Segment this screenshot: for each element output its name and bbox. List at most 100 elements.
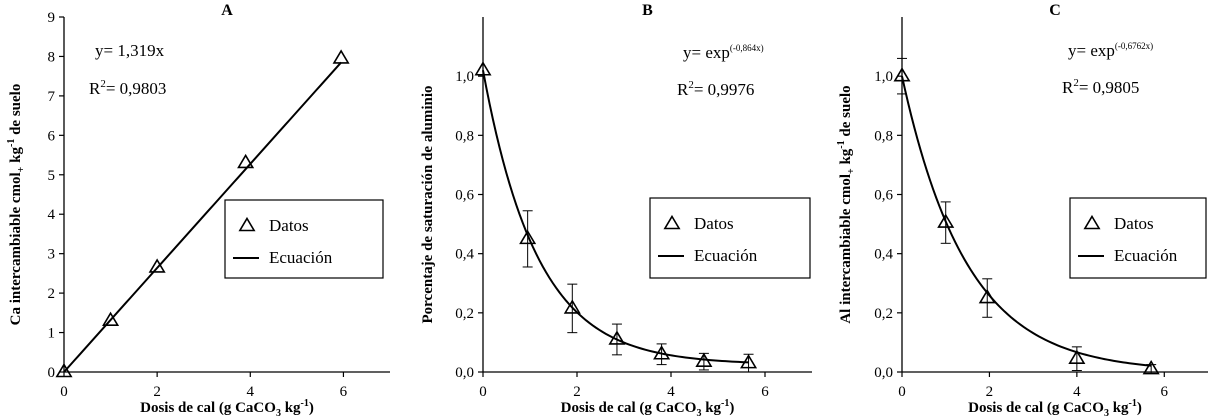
y-axis-label-part: Porcentaje de saturación de aluminio: [420, 85, 436, 323]
panel-label: B: [642, 2, 653, 19]
y-tick-label: 3: [48, 247, 56, 263]
legend-label: Ecuación: [694, 246, 758, 265]
y-axis-label-part: kg: [8, 147, 24, 167]
legend: Datos Ecuación: [649, 197, 811, 279]
y-tick-label: 4: [48, 207, 56, 223]
r-squared: R2= 0,9805: [1062, 77, 1139, 97]
legend-marker: [663, 214, 681, 230]
equation: y= exp(-0,6762x): [1068, 41, 1153, 60]
equation-part: (-0,864x): [730, 43, 764, 53]
x-axis-label-part: -1: [721, 398, 729, 409]
y-axis-label-part: +: [846, 168, 857, 174]
r-squared-part: R: [677, 80, 689, 99]
data-point: [148, 258, 166, 273]
legend-box: [1069, 197, 1207, 279]
y-tick-label: 0,4: [455, 247, 474, 263]
x-axis-label-part: ): [1137, 400, 1142, 416]
y-tick-label: 0,6: [874, 188, 893, 204]
y-tick-label: 6: [48, 128, 56, 144]
y-tick-label: 0,2: [874, 306, 893, 322]
x-axis-label-part: 3: [276, 408, 281, 419]
data-point: [740, 354, 758, 369]
y-axis-label: Al intercambiable cmol+ kg-1 de suelo: [836, 85, 857, 323]
r-squared-part: = 0,9805: [1079, 78, 1140, 97]
r-squared: R2= 0,9976: [677, 79, 754, 99]
equation: y= exp(-0,864x): [683, 43, 764, 62]
legend-marker: [1083, 214, 1101, 230]
y-axis-label-part: +: [16, 166, 27, 172]
x-tick-label: 0: [479, 384, 487, 400]
x-tick-label: 2: [153, 384, 161, 400]
r-squared-part: R: [89, 79, 101, 98]
y-tick-label: 1,0: [455, 69, 474, 85]
legend-marker: [238, 216, 256, 232]
equation: y= 1,319x: [95, 41, 165, 60]
y-tick-label: 0,8: [874, 128, 893, 144]
x-axis-label-part: ): [729, 400, 734, 416]
data-point: [519, 229, 537, 245]
x-tick-label: 4: [667, 384, 675, 400]
panel-b: B 0 2 4 6 0,0 0,2 0,4 0,6 0,8 1,0 Dosis de cal (g C…: [420, 2, 812, 419]
x-tick-label: 6: [1161, 384, 1169, 400]
x-tick-label: 6: [761, 384, 769, 400]
x-tick-label: 6: [340, 384, 348, 400]
x-tick-label: 0: [60, 384, 68, 400]
y-tick-label: 5: [48, 168, 56, 184]
x-axis-label: Dosis de cal (g CaCO3 kg-1): [140, 398, 314, 419]
r-squared-part: = 0,9803: [106, 79, 167, 98]
y-tick-label: 0,8: [455, 128, 474, 144]
data-point: [563, 299, 581, 314]
x-axis-label-part: Dosis de cal (g CaCO: [561, 400, 697, 416]
equation-part: y= 1,319x: [95, 41, 165, 60]
data-point: [653, 345, 671, 360]
y-tick-label: 0,6: [455, 188, 474, 204]
x-axis-label-part: -1: [1129, 398, 1137, 409]
y-axis-label-part: kg: [838, 148, 854, 168]
x-tick-label: 2: [986, 384, 994, 400]
r-squared-part: 2: [1073, 77, 1079, 89]
data-point: [893, 67, 911, 82]
y-tick-label: 0,2: [455, 306, 474, 322]
legend-label: Datos: [694, 214, 734, 233]
y-tick-label: 0,4: [874, 247, 893, 263]
legend-label: Datos: [1114, 214, 1154, 233]
y-axis-label-part: -1: [6, 139, 17, 147]
fit-line: [901, 75, 1152, 367]
y-axis-label-part: de suelo: [838, 85, 854, 140]
legend-label: Ecuación: [1114, 246, 1178, 265]
x-tick-label: 2: [573, 384, 581, 400]
y-axis-label: Porcentaje de saturación de aluminio: [420, 85, 436, 323]
data-point: [332, 49, 350, 64]
data-point: [1068, 349, 1086, 364]
data-point: [55, 362, 73, 378]
legend-box: [649, 197, 811, 279]
y-tick-label: 2: [48, 286, 56, 302]
y-tick-label: 0,0: [874, 365, 893, 381]
y-tick-label: 8: [48, 49, 56, 65]
panel-label: C: [1049, 2, 1061, 19]
panel-label: A: [221, 2, 233, 19]
r-squared-part: = 0,9976: [694, 80, 755, 99]
y-tick-label: 1,0: [874, 69, 893, 85]
x-axis-label-part: -1: [301, 398, 309, 409]
y-axis-label-part: -1: [836, 140, 847, 148]
equation-part: (-0,6762x): [1115, 41, 1153, 51]
legend: Datos Ecuación: [1069, 197, 1207, 279]
x-axis-label-part: 3: [696, 408, 701, 419]
x-axis-label-part: 3: [1104, 408, 1109, 419]
x-axis-label-part: kg: [1109, 400, 1129, 416]
r-squared-part: 2: [688, 79, 694, 91]
x-axis-label: Dosis de cal (g CaCO3 kg-1): [561, 398, 735, 419]
data-point: [237, 153, 255, 169]
data-point: [978, 288, 996, 304]
y-tick-label: 7: [48, 89, 56, 105]
data-point: [102, 311, 120, 327]
x-axis-label-part: ): [309, 400, 314, 416]
x-axis-label-part: Dosis de cal (g CaCO: [968, 400, 1104, 416]
legend-box: [224, 199, 384, 279]
y-tick-label: 0: [48, 365, 56, 381]
r-squared-part: 2: [100, 78, 106, 90]
y-tick-label: 9: [48, 10, 56, 26]
